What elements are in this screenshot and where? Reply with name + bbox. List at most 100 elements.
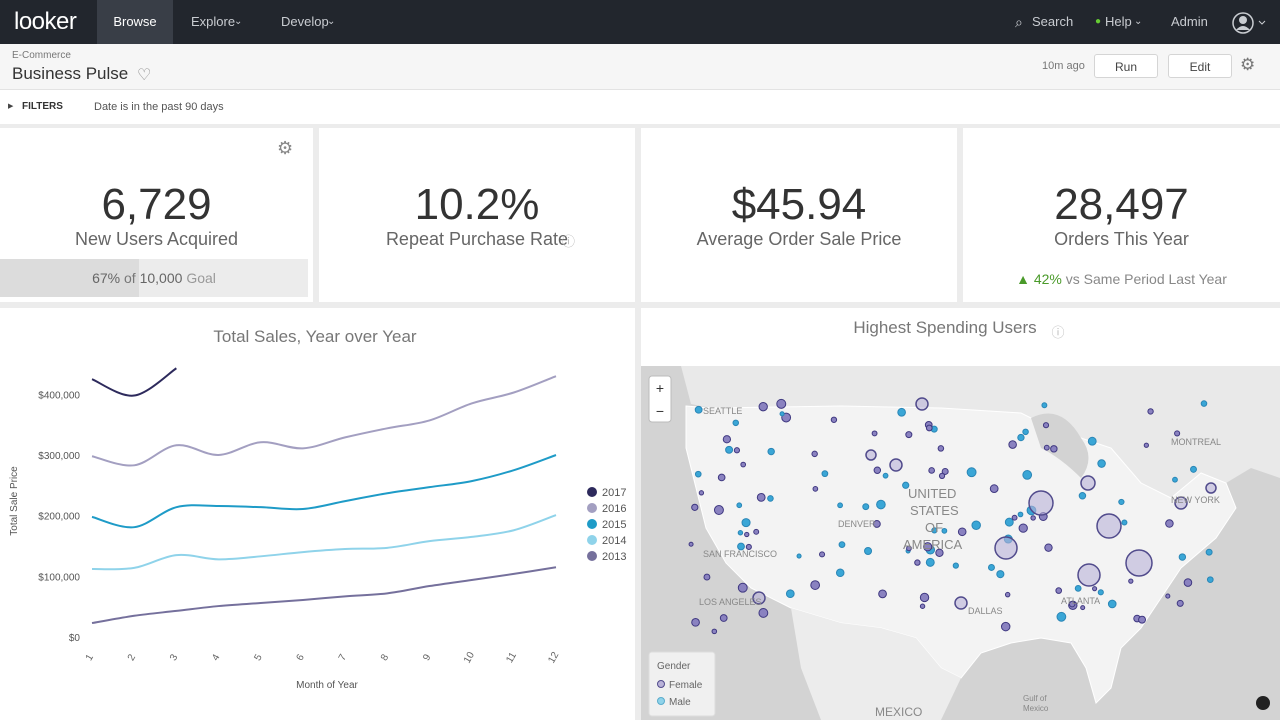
nav-item[interactable]: Search xyxy=(1032,14,1074,29)
place-label: DENVER xyxy=(838,519,876,529)
chart-title: Total Sales, Year over Year xyxy=(213,327,417,346)
great-lakes xyxy=(1031,413,1089,478)
chevron: ⌄ xyxy=(234,16,243,27)
line-chart: Total Sales, Year over Year Month of Year… xyxy=(9,327,626,691)
map-marker xyxy=(928,467,935,474)
zoom-control xyxy=(648,375,672,423)
map-marker xyxy=(819,551,826,558)
tile: $45.94 Average Order Sale Price xyxy=(641,128,957,302)
map-marker xyxy=(835,568,845,578)
map-marker xyxy=(871,430,878,437)
goal-part: of xyxy=(124,270,136,286)
map-marker xyxy=(1178,553,1187,561)
map-marker xyxy=(737,582,748,593)
filter-text: Date is in the past 90 days xyxy=(94,101,224,113)
legend-label: 2013 xyxy=(602,551,626,563)
x-tick-label: 1 xyxy=(84,652,97,663)
y-tick-label: $200,000 xyxy=(38,512,80,523)
series-line xyxy=(91,375,557,467)
map-marker xyxy=(1125,549,1153,577)
legend-swatch xyxy=(587,519,597,529)
goal-part: 10,000 xyxy=(139,270,183,286)
run-button[interactable]: Run xyxy=(1094,54,1158,78)
settings-icon[interactable]: ⚙ xyxy=(1240,55,1256,74)
status-dot: ● xyxy=(1095,16,1102,27)
map-marker xyxy=(811,450,818,458)
attribution-icon[interactable] xyxy=(1256,696,1270,710)
x-tick-label: 11 xyxy=(504,650,519,665)
map-marker xyxy=(1190,465,1197,473)
map-marker xyxy=(688,541,694,547)
info-icon[interactable]: ⓘ xyxy=(1051,325,1064,340)
map-marker xyxy=(957,527,967,537)
map-marker xyxy=(796,553,802,559)
place-label: STATES xyxy=(910,503,959,518)
favorite-icon[interactable]: ♡ xyxy=(137,67,152,84)
map-marker xyxy=(732,419,740,427)
logo[interactable]: looker xyxy=(14,8,77,35)
map-marker xyxy=(996,570,1005,579)
zoom-out[interactable]: − xyxy=(656,403,664,419)
nav-item[interactable]: Develop xyxy=(281,14,329,29)
avatar[interactable] xyxy=(1232,12,1268,34)
filters-label[interactable]: FILTERS xyxy=(22,101,63,112)
tile-value: 10.2% xyxy=(414,180,540,229)
map-marker xyxy=(1176,599,1184,607)
tile-settings[interactable]: ⚙ xyxy=(277,138,294,158)
map-marker xyxy=(812,486,819,492)
map-marker xyxy=(838,541,846,549)
map-marker xyxy=(919,592,930,603)
map-title: Highest Spending Users xyxy=(853,318,1036,337)
map-marker xyxy=(1022,470,1033,480)
map-marker xyxy=(914,559,921,566)
legend-label: Female xyxy=(669,680,703,691)
map-marker xyxy=(1074,584,1082,592)
map-marker xyxy=(837,502,844,509)
x-tick-label: 9 xyxy=(421,652,434,663)
edit-button[interactable]: Edit xyxy=(1168,54,1232,78)
map-marker xyxy=(1206,576,1214,584)
map-marker xyxy=(1097,589,1104,596)
map-marker xyxy=(873,466,882,474)
chevron: ⌄ xyxy=(327,16,336,27)
map-tile: Highest Spending Users ⓘ SEATTLE MONTREA… xyxy=(641,308,1280,720)
zoom-in[interactable]: + xyxy=(656,380,664,396)
map-marker xyxy=(937,445,945,452)
x-tick-label: 7 xyxy=(337,652,350,663)
goal-text: 67% of 10,000 Goal xyxy=(0,259,308,297)
map-marker xyxy=(694,405,703,414)
map-marker xyxy=(1174,496,1188,510)
x-tick-label: 5 xyxy=(252,652,265,663)
map-marker xyxy=(737,530,744,536)
breadcrumb[interactable]: E-Commerce xyxy=(12,50,71,61)
map-marker xyxy=(938,472,946,480)
expand-icon[interactable]: ▶ xyxy=(8,103,14,110)
map-marker xyxy=(1096,513,1122,539)
updated-time: 10m ago xyxy=(1042,60,1085,72)
map-marker xyxy=(736,502,743,509)
map-marker xyxy=(1078,492,1087,500)
legend-label: Male xyxy=(669,697,691,708)
nav-item[interactable]: Admin xyxy=(1171,14,1208,29)
info-icon[interactable]: ⓘ xyxy=(562,234,576,249)
map-marker xyxy=(725,445,734,454)
map-marker xyxy=(931,527,938,534)
nav-item[interactable]: Browse xyxy=(97,0,173,44)
place-label: AMERICA xyxy=(903,537,963,552)
map-marker xyxy=(902,481,910,489)
map-marker xyxy=(830,416,838,423)
map-marker xyxy=(1030,515,1036,521)
map-marker xyxy=(935,548,944,557)
map-marker xyxy=(717,473,726,482)
nav-item[interactable]: Explore xyxy=(191,14,236,29)
map-marker xyxy=(862,503,870,511)
y-tick-label: $300,000 xyxy=(38,451,80,462)
up-arrow: ▲ xyxy=(1016,271,1030,287)
nav-item[interactable]: Help xyxy=(1105,14,1132,29)
series-line xyxy=(91,566,557,625)
map-marker xyxy=(756,492,766,502)
map-marker xyxy=(1205,548,1213,556)
map-marker xyxy=(1028,490,1054,516)
map-marker xyxy=(1174,430,1181,437)
x-tick-label: 8 xyxy=(379,652,392,663)
